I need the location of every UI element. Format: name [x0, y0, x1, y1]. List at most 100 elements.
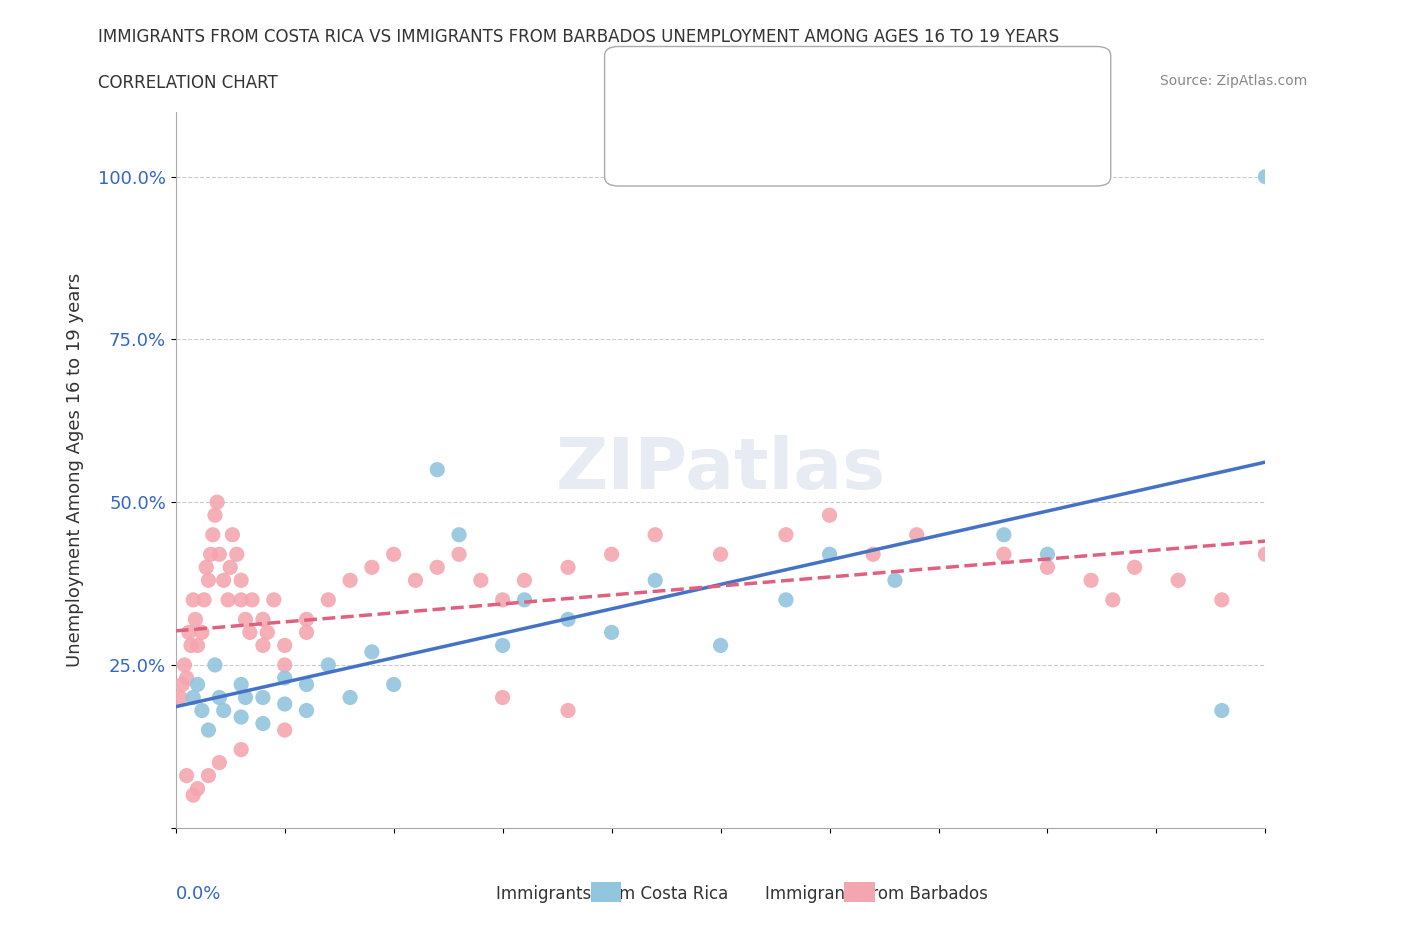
- Point: [204, 508, 226, 523]
- Text: N = 35: N = 35: [865, 79, 938, 98]
- Point: [1254, 169, 1277, 184]
- Point: [204, 658, 226, 672]
- Point: [208, 690, 231, 705]
- Point: [382, 677, 405, 692]
- Point: [177, 625, 200, 640]
- Point: [252, 716, 274, 731]
- Point: [176, 768, 198, 783]
- Point: [492, 638, 515, 653]
- Point: [470, 573, 492, 588]
- Point: [217, 592, 239, 607]
- Point: [186, 781, 209, 796]
- Point: [710, 547, 733, 562]
- Point: [193, 592, 215, 607]
- Point: [197, 573, 219, 588]
- Point: [231, 710, 253, 724]
- Point: [1080, 573, 1102, 588]
- Text: R = 0.351: R = 0.351: [700, 79, 807, 98]
- Point: [263, 592, 285, 607]
- Point: [186, 677, 209, 692]
- Text: N = 71: N = 71: [865, 126, 938, 144]
- Point: [180, 638, 202, 653]
- Point: [1036, 547, 1059, 562]
- Point: [318, 658, 340, 672]
- Point: [513, 573, 536, 588]
- Point: [1211, 703, 1233, 718]
- Point: [256, 625, 278, 640]
- Point: [1167, 573, 1189, 588]
- Point: [993, 547, 1015, 562]
- Text: CORRELATION CHART: CORRELATION CHART: [98, 74, 278, 92]
- Point: [274, 723, 297, 737]
- Point: [382, 547, 405, 562]
- Point: [295, 625, 318, 640]
- Point: [447, 547, 470, 562]
- Point: [557, 612, 579, 627]
- Point: [492, 690, 515, 705]
- Point: [557, 703, 579, 718]
- Point: [775, 527, 797, 542]
- Point: [208, 547, 231, 562]
- Point: [1123, 560, 1146, 575]
- Text: Immigrants from Costa Rica       Immigrants from Barbados: Immigrants from Costa Rica Immigrants fr…: [454, 885, 987, 903]
- Point: [862, 547, 884, 562]
- Point: [169, 690, 191, 705]
- Text: ZIPatlas: ZIPatlas: [555, 435, 886, 504]
- Point: [600, 547, 623, 562]
- Point: [252, 612, 274, 627]
- Point: [197, 723, 219, 737]
- Point: [208, 755, 231, 770]
- Point: [184, 612, 207, 627]
- Point: [274, 638, 297, 653]
- Point: [181, 592, 204, 607]
- Point: [212, 573, 235, 588]
- Point: [173, 658, 195, 672]
- Point: [219, 560, 242, 575]
- Point: [1102, 592, 1125, 607]
- Point: [447, 527, 470, 542]
- Point: [426, 560, 449, 575]
- Point: [339, 690, 361, 705]
- Point: [633, 74, 655, 89]
- Point: [225, 547, 247, 562]
- Point: [405, 573, 427, 588]
- Point: [231, 742, 253, 757]
- Point: [1211, 592, 1233, 607]
- Point: [318, 592, 340, 607]
- Point: [231, 592, 253, 607]
- Point: [231, 677, 253, 692]
- Point: [201, 527, 224, 542]
- Point: [644, 573, 666, 588]
- Point: [644, 527, 666, 542]
- Point: [295, 677, 318, 692]
- Point: [905, 527, 928, 542]
- Point: [235, 690, 257, 705]
- Point: [274, 658, 297, 672]
- Point: [221, 527, 243, 542]
- Point: [181, 690, 204, 705]
- Point: [235, 612, 257, 627]
- Point: [360, 644, 382, 659]
- Point: [195, 560, 218, 575]
- Point: [181, 788, 204, 803]
- Point: [295, 612, 318, 627]
- Point: [205, 495, 228, 510]
- Point: [557, 560, 579, 575]
- Point: [176, 671, 198, 685]
- Point: [252, 638, 274, 653]
- Point: [274, 671, 297, 685]
- Point: [295, 703, 318, 718]
- Point: [818, 508, 841, 523]
- Point: [600, 625, 623, 640]
- Point: [360, 560, 382, 575]
- Point: [426, 462, 449, 477]
- Point: [191, 703, 214, 718]
- Point: [274, 697, 297, 711]
- Point: [197, 768, 219, 783]
- Text: Source: ZipAtlas.com: Source: ZipAtlas.com: [1160, 74, 1308, 88]
- Point: [186, 638, 209, 653]
- Point: [710, 638, 733, 653]
- Point: [240, 592, 263, 607]
- Point: [339, 573, 361, 588]
- Point: [884, 573, 907, 588]
